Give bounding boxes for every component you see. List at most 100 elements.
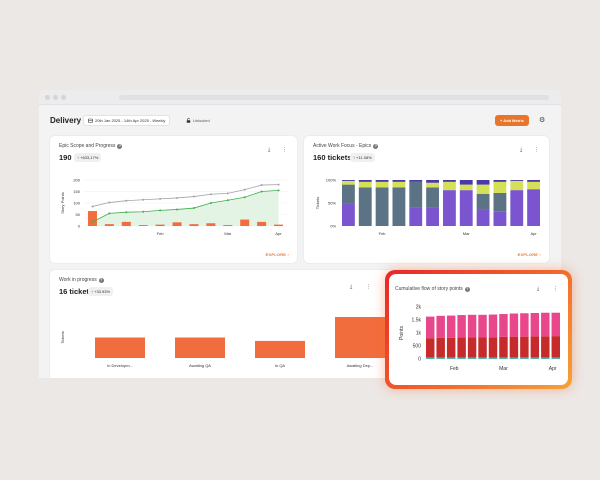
stacked-bar-segment [541,312,550,337]
stacked-bar-segment [478,337,487,358]
x-tick-label: In QA [275,363,286,368]
stacked-bar-segment [426,187,439,208]
card-title-text: Epic Scope and Progress [59,143,116,149]
y-tick-label: 0% [330,224,336,229]
scope-point [243,188,246,191]
info-icon[interactable]: ? [373,143,379,149]
wip-bar [255,340,305,358]
active-work-card: Active Work Focus - Epics ? 160 tickets … [304,136,549,263]
info-icon[interactable]: ? [464,286,470,292]
scope-point [260,184,263,187]
x-tick-label: Awaiting QA [189,363,211,368]
stacked-bar-segment [530,357,540,359]
scope-point [125,199,128,202]
add-metric-button[interactable]: + Add Metric [495,115,529,126]
stacked-bar-segment [342,180,355,185]
window-dot-icon[interactable] [45,95,50,100]
stacked-bar-segment [409,180,423,182]
stacked-bar-segment [375,181,389,188]
date-range-picker[interactable]: 20th Jan 2025 - 14th Apr 2025 - Weekly [83,115,171,126]
stacked-bar-segment [510,180,524,191]
more-icon[interactable]: ⋮ [553,286,558,292]
more-icon[interactable]: ⋮ [534,147,539,153]
change-badge: ↑ +633,17% [74,153,102,162]
stacked-bar-segment [443,181,456,191]
lock-icon [186,118,191,123]
y-axis-label: Tickets [60,331,65,344]
stacked-bar-segment [493,180,507,182]
gear-icon[interactable]: ⚙ [539,117,546,124]
stacked-bar-segment [478,357,487,359]
stacked-bar-segment [527,181,540,190]
scope-change-bar [104,224,114,226]
stacked-bar-segment [467,314,477,338]
stacked-bar-segment [409,181,423,208]
stacked-bar-segment [409,207,423,226]
y-tick-label: 2k [416,305,422,311]
y-axis-label: Points [399,326,405,340]
more-icon[interactable]: ⋮ [282,147,287,153]
stacked-bar-segment [457,357,466,359]
y-tick-label: 150 [73,189,80,194]
explore-link[interactable]: EXPLORE › [265,252,289,257]
y-tick-label: 50% [328,201,336,206]
stacked-bar-segment [509,336,519,358]
stacked-bar-segment [358,180,372,182]
address-bar[interactable] [119,95,549,100]
change-text: +33.93% [94,289,111,294]
scope-line [92,184,279,207]
stacked-bar-segment [488,337,498,358]
stacked-bar-segment [493,211,507,226]
stacked-bar-segment [541,357,550,359]
download-icon[interactable]: ⤓ [520,147,523,153]
y-tick-label: 100 [73,201,80,206]
stacked-bar-segment [457,315,466,338]
scope-change-bar [189,224,199,226]
change-text: +633,17% [80,155,99,160]
scope-point [209,193,212,196]
window-dot-icon[interactable] [53,95,58,100]
scope-change-bar [87,211,97,226]
progress-point [108,212,111,215]
card-title-text: Work in progress [59,277,97,283]
info-icon[interactable]: ? [98,277,104,283]
card-title: Cumulative flow of story points ? [395,286,470,292]
wip-card: Work in progress ? 16 tickets ↑ +33.93% … [50,270,410,378]
active-chart: 0% 50% 100% Tickets Feb Mar Apr [315,178,540,236]
card-title: Work in progress ? [59,277,104,283]
stacked-bar-segment [459,184,473,191]
x-tick-label: Apr [549,366,557,372]
info-icon[interactable]: ? [117,143,123,149]
stacked-bar-segment [551,357,560,359]
stacked-bar-segment [457,337,466,358]
download-icon[interactable]: ⤓ [537,286,540,292]
progress-point [176,208,179,211]
scope-change-bar [155,224,165,226]
wip-bar [175,337,225,358]
scope-point [192,195,195,198]
scope-point [176,196,179,199]
x-tick-label: Feb [157,231,165,236]
y-axis-label: Story Points [60,192,65,214]
stacked-bar-segment [499,336,508,358]
change-badge: ↑ +11.08% [350,153,375,162]
card-title: Epic Scope and Progress ? [59,143,123,149]
download-icon[interactable]: ⤓ [268,147,271,153]
y-tick-label: 500 [413,344,422,350]
window-dot-icon[interactable] [61,95,66,100]
scope-change-bar [138,225,148,226]
explore-link[interactable]: EXPLORE › [517,252,541,257]
x-tick-label: Apr [275,231,282,236]
card-value: 16 tickets [59,287,94,296]
wip-bar [335,317,385,358]
y-tick-label: 50 [76,212,81,217]
scope-change-bar [206,223,216,226]
stacked-bar-segment [520,357,529,359]
y-tick-label: 1k [416,331,422,337]
stacked-bar-segment [443,190,456,226]
more-icon[interactable]: ⋮ [366,284,371,290]
x-tick-label: Feb [379,231,387,236]
download-icon[interactable]: ⤓ [350,284,353,290]
stacked-bar-segment [476,180,490,185]
lock-toggle[interactable]: Unlocked [186,116,210,125]
